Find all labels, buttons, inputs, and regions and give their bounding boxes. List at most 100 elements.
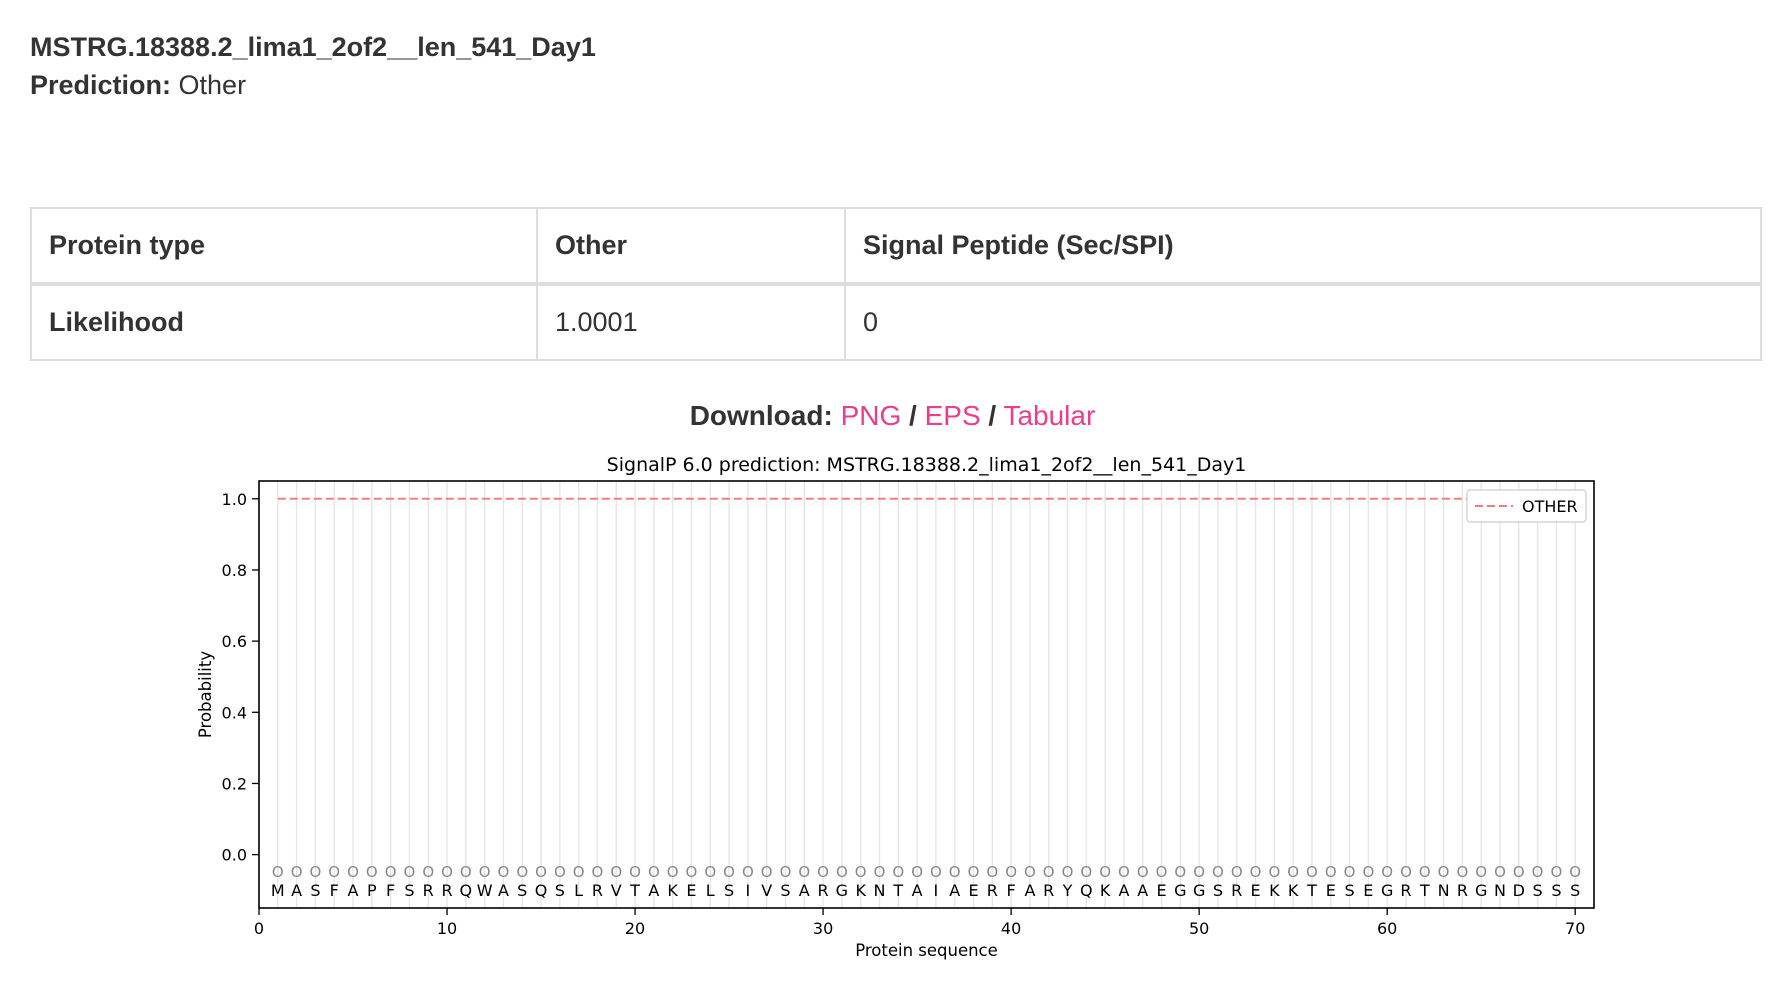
position-marker: O <box>479 863 491 881</box>
x-tick-label: 70 <box>1565 919 1585 938</box>
sequence-letter: S <box>517 881 527 900</box>
sequence-letter: N <box>1438 881 1450 900</box>
sequence-letter: M <box>271 881 285 900</box>
sequence-letter: A <box>648 881 659 900</box>
sequence-letter: R <box>1043 881 1054 900</box>
position-marker: O <box>1475 863 1487 881</box>
sequence-letter: I <box>934 881 939 900</box>
position-marker: O <box>554 863 566 881</box>
sequence-letter: L <box>574 881 583 900</box>
position-marker: O <box>1250 863 1262 881</box>
download-separator: / <box>988 400 997 431</box>
download-png-link[interactable]: PNG <box>840 400 902 431</box>
position-marker: O <box>1400 863 1412 881</box>
position-marker: O <box>291 863 303 881</box>
sequence-letter: S <box>724 881 734 900</box>
sequence-letter: A <box>799 881 810 900</box>
position-marker: O <box>1362 863 1374 881</box>
position-marker: O <box>535 863 547 881</box>
sequence-letter: V <box>761 881 772 900</box>
sequence-letter: A <box>1118 881 1129 900</box>
likelihood-table: Protein type Other Signal Peptide (Sec/S… <box>30 207 1762 361</box>
legend-label-other: OTHER <box>1522 497 1578 516</box>
position-marker: O <box>892 863 904 881</box>
sequence-letter: R <box>1231 881 1242 900</box>
download-eps-link[interactable]: EPS <box>924 400 981 431</box>
sequence-letter: S <box>404 881 414 900</box>
sequence-letter: T <box>1306 881 1317 900</box>
position-marker: O <box>310 863 322 881</box>
sequence-letter: L <box>706 881 715 900</box>
position-marker: O <box>1494 863 1506 881</box>
sequence-letter: A <box>291 881 302 900</box>
sequence-letter: K <box>1100 881 1111 900</box>
grid-lines <box>277 481 1576 908</box>
y-tick-label: 0.2 <box>222 774 247 793</box>
result-header: MSTRG.18388.2_lima1_2of2__len_541_Day1 P… <box>30 28 596 104</box>
sequence-letter: R <box>818 881 829 900</box>
sequence-letter: S <box>1213 881 1223 900</box>
sequence-letter: R <box>441 881 452 900</box>
download-tabular-link[interactable]: Tabular <box>1003 400 1096 431</box>
position-marker: O <box>798 863 810 881</box>
sequence-title: MSTRG.18388.2_lima1_2of2__len_541_Day1 <box>30 32 596 62</box>
signal-peptide-column-header: Signal Peptide (Sec/SPI) <box>844 207 1762 286</box>
sequence-letter: Q <box>1080 881 1093 900</box>
sequence-letter: G <box>836 881 848 900</box>
sequence-letter: A <box>1137 881 1148 900</box>
position-marker: O <box>516 863 528 881</box>
sequence-letter: K <box>1288 881 1299 900</box>
position-marker: O <box>1099 863 1111 881</box>
sequence-letter: E <box>968 881 978 900</box>
position-marker: O <box>780 863 792 881</box>
position-marker: O <box>686 863 698 881</box>
sequence-letter: G <box>1193 881 1205 900</box>
position-marker: O <box>1306 863 1318 881</box>
sequence-letter: D <box>1513 881 1525 900</box>
sequence-letter: P <box>367 881 377 900</box>
position-marker: O <box>1532 863 1544 881</box>
plot-frame <box>258 480 1595 909</box>
sequence-letter: E <box>1326 881 1336 900</box>
position-marker: O <box>328 863 340 881</box>
position-marker: O <box>1118 863 1130 881</box>
position-marker: O <box>968 863 980 881</box>
sequence-letter: K <box>855 881 866 900</box>
protein-type-header: Protein type <box>30 207 538 286</box>
table-row: Likelihood 1.0001 0 <box>30 283 1762 361</box>
table-header-row: Protein type Other Signal Peptide (Sec/S… <box>30 207 1762 286</box>
position-marker: O <box>1212 863 1224 881</box>
position-marker: O <box>1231 863 1243 881</box>
sequence-letter: S <box>1344 881 1354 900</box>
position-marker: O <box>272 863 284 881</box>
position-marker: O <box>930 863 942 881</box>
position-marker: O <box>366 863 378 881</box>
position-marker: O <box>1193 863 1205 881</box>
sequence-letter: T <box>1419 881 1430 900</box>
position-marker: O <box>648 863 660 881</box>
sequence-letter: A <box>348 881 359 900</box>
sequence-letter: K <box>667 881 678 900</box>
sequence-letter: A <box>949 881 960 900</box>
position-marker: O <box>1005 863 1017 881</box>
y-tick-label: 0.8 <box>222 561 247 580</box>
x-tick-label: 30 <box>813 919 833 938</box>
position-marker: O <box>1080 863 1092 881</box>
sequence-letter: R <box>1400 881 1411 900</box>
sequence-letter: Q <box>535 881 548 900</box>
position-marker: O <box>1569 863 1581 881</box>
sequence-letter: T <box>629 881 640 900</box>
position-marker: O <box>1513 863 1525 881</box>
sequence-letter: A <box>1024 881 1035 900</box>
sequence-letter: R <box>592 881 603 900</box>
sequence-letter: G <box>1475 881 1487 900</box>
position-marker: O <box>1024 863 1036 881</box>
position-marker: O <box>385 863 397 881</box>
sequence-letter: R <box>987 881 998 900</box>
position-marker: O <box>836 863 848 881</box>
x-tick-label: 50 <box>1189 919 1209 938</box>
position-marker: O <box>817 863 829 881</box>
position-marker: O <box>1137 863 1149 881</box>
position-marker: O <box>498 863 510 881</box>
